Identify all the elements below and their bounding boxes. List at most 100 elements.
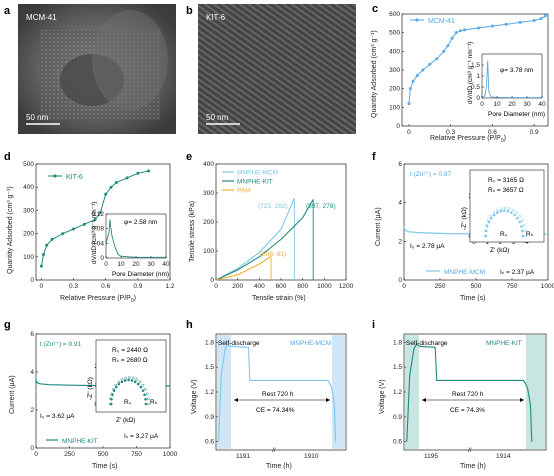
axis-break: // [272, 447, 276, 454]
nyquist-point [144, 387, 147, 391]
y-axis-label: Voltage (V) [191, 379, 198, 414]
y-tick-label: 1.5 [393, 364, 402, 371]
panel-letter: f [372, 151, 376, 163]
x-tick-label: 0.3 [446, 129, 455, 136]
ce-label: CE = 74.3% [450, 407, 485, 414]
nyquist-point [520, 225, 523, 228]
nyquist-point [524, 229, 527, 232]
shade-right [332, 335, 345, 449]
nyquist-point [518, 220, 522, 224]
nyquist-point [489, 214, 493, 218]
x-tick-label: 250 [435, 283, 446, 290]
series-line [215, 199, 314, 281]
x-tick-label: 0.9 [530, 129, 539, 136]
data-point [82, 222, 86, 226]
nyquist-point [511, 208, 515, 212]
y-tick-label: 0 [30, 445, 34, 452]
inset-y-label: -Z'' (kΩ) [461, 207, 468, 230]
nyquist-point [524, 234, 528, 238]
y-tick-label: 200 [389, 86, 400, 93]
x-tick-label: 0 [104, 261, 108, 268]
x-tick-label: 0 [407, 129, 411, 136]
inset-note: φ= 3.78 nm [500, 67, 533, 74]
legend: MNPHE-MCM MNPHE-KIT PAM [222, 170, 278, 195]
nyquist-point [108, 402, 112, 406]
x-tick-label: 1000 [317, 283, 332, 290]
panel-letter: e [186, 151, 192, 163]
is-label: Iₛ = 3.27 µA [124, 433, 159, 440]
nyquist-point [109, 397, 112, 401]
sample-label: MNPHE-KIT [486, 340, 522, 347]
y-tick-label: 0 [100, 255, 104, 262]
x-tick-label: 1000 [163, 451, 178, 458]
inset-y-label: dV/dD (cm³ g⁻¹ nm⁻¹) [91, 202, 98, 264]
panel-h: h 0.6 0.9 1.2 1.5 1.8 Self-discharge MNPHE-M… [186, 319, 347, 470]
nyquist-point [499, 209, 503, 213]
nyquist-point [135, 378, 139, 381]
axis-break: // [468, 447, 472, 454]
rs-mark: Rₛ [150, 399, 158, 406]
x-tick-label: 3 [512, 239, 516, 246]
x-tick-label: 40 [538, 101, 546, 108]
nyquist-point [521, 234, 525, 238]
nyquist-point [496, 208, 499, 212]
y-tick-label: 0.9 [205, 414, 214, 421]
y-tick-label: 6 [398, 161, 402, 168]
nyquist-point [120, 380, 124, 384]
inset-frame [469, 169, 545, 243]
y-tick-label: 0.6 [205, 439, 214, 446]
y-tick-label: 500 [23, 161, 34, 168]
rest-label: Rest 720 h [262, 391, 294, 398]
nyquist-point [139, 385, 143, 389]
y-tick-label: 0.12 [91, 211, 104, 218]
panel-letter: i [372, 319, 375, 331]
self-discharge-label: Self-discharge [406, 340, 448, 347]
inset-line [481, 60, 542, 99]
y-tick-label: 4 [398, 200, 402, 207]
y-tick-label: 100 [203, 248, 214, 255]
nyquist-point [117, 380, 121, 384]
data-point [415, 74, 419, 78]
self-discharge-label: Self-discharge [218, 340, 260, 347]
nyquist-point [144, 397, 147, 401]
y-tick-label: 0 [396, 123, 400, 130]
inset-x-label: Pore Diameter (nm) [112, 271, 169, 278]
x-axis-label: Relative Pressure (P/P0) [430, 135, 506, 144]
panel-b: b KIT-6 50 nm [186, 4, 356, 134]
x-tick-label: 10 [493, 101, 501, 108]
data-point [114, 181, 118, 185]
nyquist-point [513, 213, 516, 217]
y-axis-label: Current (µA) [375, 207, 382, 246]
inset-x-label: Z' (kΩ) [490, 247, 509, 254]
nyquist-point [143, 393, 146, 397]
data-point [458, 29, 462, 33]
nyquist-point [518, 214, 522, 218]
x-tick-label: 800 [297, 283, 308, 290]
x-tick-label: 750 [507, 283, 518, 290]
nyquist-point [114, 383, 118, 387]
image-label: MCM-41 [26, 13, 57, 22]
shade-left [217, 335, 231, 449]
plot-frame [215, 163, 347, 281]
x-tick-label: 500 [471, 283, 482, 290]
nyquist-point [506, 209, 510, 213]
nyquist-point [133, 380, 137, 384]
data-point [539, 17, 543, 21]
legend-label: MNPHE-MCM [444, 269, 485, 276]
x-tick-label: 1200 [339, 283, 354, 290]
y-tick-label: 0 [210, 277, 214, 284]
y-tick-label: 0.9 [393, 414, 402, 421]
plot-frame [35, 163, 171, 281]
x-tick: 1191 [236, 453, 250, 460]
x-axis-label: Time (s) [92, 463, 117, 470]
x-tick: 1195 [424, 453, 438, 460]
point-label: (723, 282) [258, 203, 288, 210]
data-point [50, 237, 54, 241]
x-tick-label: 400 [254, 283, 265, 290]
x-axis-label: Time (h) [266, 463, 292, 470]
y-tick-label: 100 [23, 254, 34, 261]
x-tick-label: 30 [147, 261, 155, 268]
nyquist-point [136, 382, 140, 386]
nyquist-point [510, 211, 513, 215]
